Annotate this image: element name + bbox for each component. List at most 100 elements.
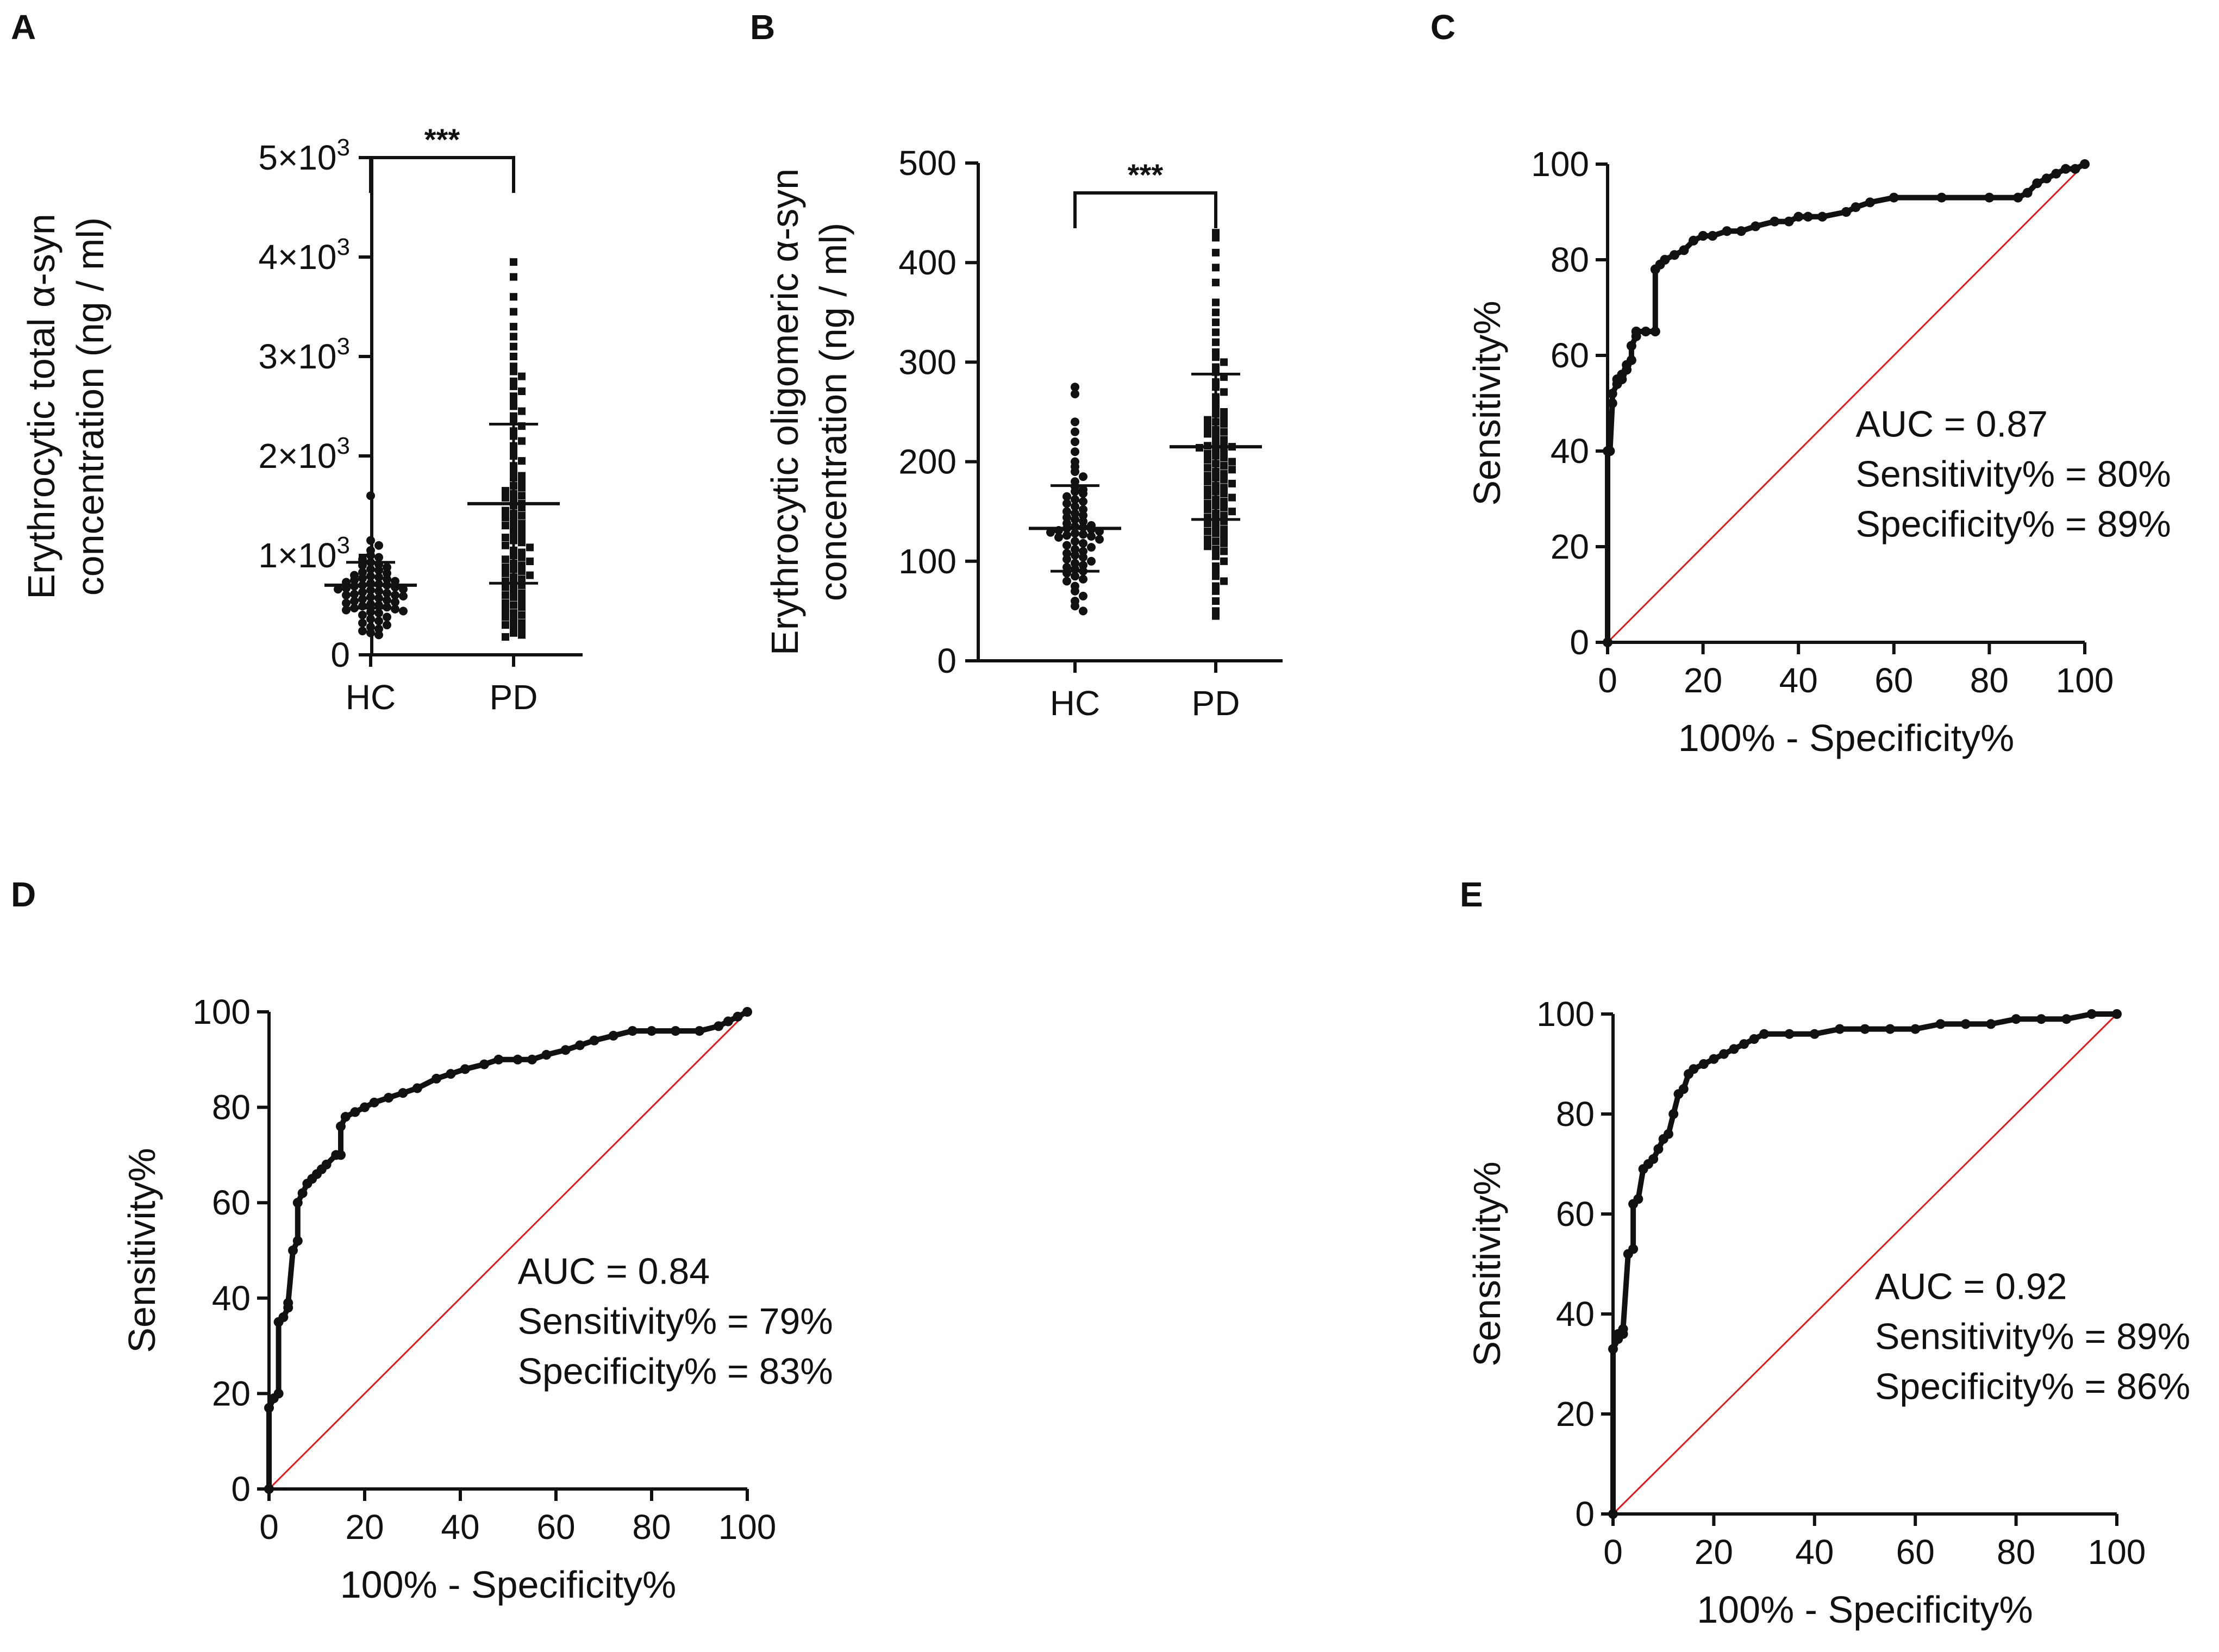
x-tick-label-d: 60 (536, 1507, 575, 1547)
roc-point (2011, 1014, 2021, 1024)
data-point (518, 477, 526, 485)
data-point (502, 493, 509, 502)
data-point (1204, 542, 1211, 550)
roc-point (1865, 197, 1875, 208)
data-point (1204, 423, 1211, 431)
roc-point (1668, 1109, 1679, 1119)
data-point (518, 387, 526, 396)
data-point (1062, 541, 1071, 550)
roc-point (1689, 235, 1699, 246)
roc-annotation-d: Specificity% = 83% (518, 1350, 833, 1392)
data-point (383, 612, 391, 622)
data-point (1212, 234, 1220, 242)
data-point (518, 531, 526, 540)
y-axis-title-a: concentration (ng / ml) (69, 217, 111, 596)
x-axis-title-c: 100% - Specificity% (1678, 717, 2015, 759)
data-point (366, 491, 375, 500)
data-point (383, 621, 391, 630)
roc-annotation-c: Sensitivity% = 80% (1856, 454, 2171, 495)
roc-annotation-d: AUC = 0.84 (518, 1250, 710, 1292)
roc-point (2080, 159, 2090, 169)
data-point (1079, 539, 1087, 548)
data-point (1212, 248, 1220, 256)
roc-markers-e (1608, 1009, 2122, 1519)
significance-label-b: *** (1128, 158, 1164, 192)
data-point (1220, 428, 1228, 436)
data-point (1212, 308, 1220, 316)
data-point (1212, 318, 1220, 327)
roc-point (1860, 1024, 1870, 1034)
roc-point (1618, 1324, 1628, 1334)
data-point (526, 543, 534, 552)
data-point (374, 573, 383, 582)
data-point (1220, 539, 1228, 547)
significance-label-a: *** (424, 122, 460, 157)
roc-point (1633, 1194, 1643, 1204)
y-axis-title-c: Sensitivity% (1466, 301, 1508, 505)
data-point (510, 367, 517, 376)
roc-d: 0 20 40 60 80 100 0 20 40 60 80 100 100% - Specifici… (121, 992, 833, 1606)
data-point (510, 333, 517, 341)
roc-point (264, 1484, 274, 1494)
roc-point (733, 1011, 743, 1022)
mean-sd-pd-b (1170, 372, 1262, 521)
data-point (358, 595, 367, 604)
x-tick-label-e: 60 (1896, 1532, 1935, 1572)
data-point (518, 437, 526, 445)
data-point (502, 522, 509, 530)
x-tick-label-c: 80 (1970, 661, 2009, 700)
roc-point (2086, 1009, 2097, 1019)
data-point (1220, 470, 1228, 478)
y-tick-label-d: 80 (212, 1088, 251, 1127)
data-point (366, 615, 375, 624)
data-point (391, 577, 399, 586)
roc-point (575, 1040, 585, 1050)
roc-point (608, 1030, 618, 1041)
y-tick-label-d: 60 (212, 1183, 251, 1222)
roc-point (2070, 164, 2080, 174)
data-point (350, 590, 359, 599)
data-point (1204, 472, 1211, 480)
roc-point (1709, 1054, 1719, 1064)
data-point (1204, 535, 1211, 543)
roc-point (1628, 1244, 1639, 1254)
panel-letter-d: D (11, 875, 36, 914)
roc-point (1809, 1029, 1820, 1039)
data-point (1220, 484, 1228, 492)
mean-sd-hc-a (324, 561, 417, 610)
roc-point (1784, 1029, 1795, 1039)
x-tick-label-e: 40 (1795, 1532, 1834, 1572)
y-tick-label-e: 60 (1556, 1194, 1595, 1234)
roc-point (1641, 327, 1651, 336)
data-point (374, 586, 383, 596)
data-point (1071, 383, 1079, 392)
data-point (1079, 472, 1087, 481)
roc-point (627, 1026, 637, 1036)
data-point (510, 382, 517, 390)
roc-point (647, 1026, 657, 1036)
data-point (1220, 413, 1228, 421)
y-tick-label-c: 60 (1551, 336, 1589, 375)
roc-point (723, 1016, 733, 1027)
data-point (510, 308, 517, 316)
roc-point (2051, 168, 2061, 179)
data-point (391, 598, 399, 607)
data-point (1220, 533, 1228, 540)
data-point (1204, 527, 1211, 535)
roc-markers-c (1603, 159, 2090, 647)
roc-annotation-e: AUC = 0.92 (1875, 1266, 2067, 1307)
data-point (510, 616, 517, 624)
data-point (358, 618, 367, 628)
roc-point (1653, 1144, 1664, 1154)
data-point (518, 561, 526, 570)
data-point (1204, 499, 1211, 508)
x-category-label-b: HC (1050, 684, 1100, 723)
data-point (366, 536, 375, 545)
roc-point (1984, 192, 1995, 203)
data-point (510, 323, 517, 331)
roc-point (560, 1045, 571, 1055)
data-point (1220, 475, 1228, 484)
roc-point (541, 1050, 552, 1060)
y-tick-label-b: 300 (898, 342, 957, 381)
roc-point (446, 1069, 456, 1079)
